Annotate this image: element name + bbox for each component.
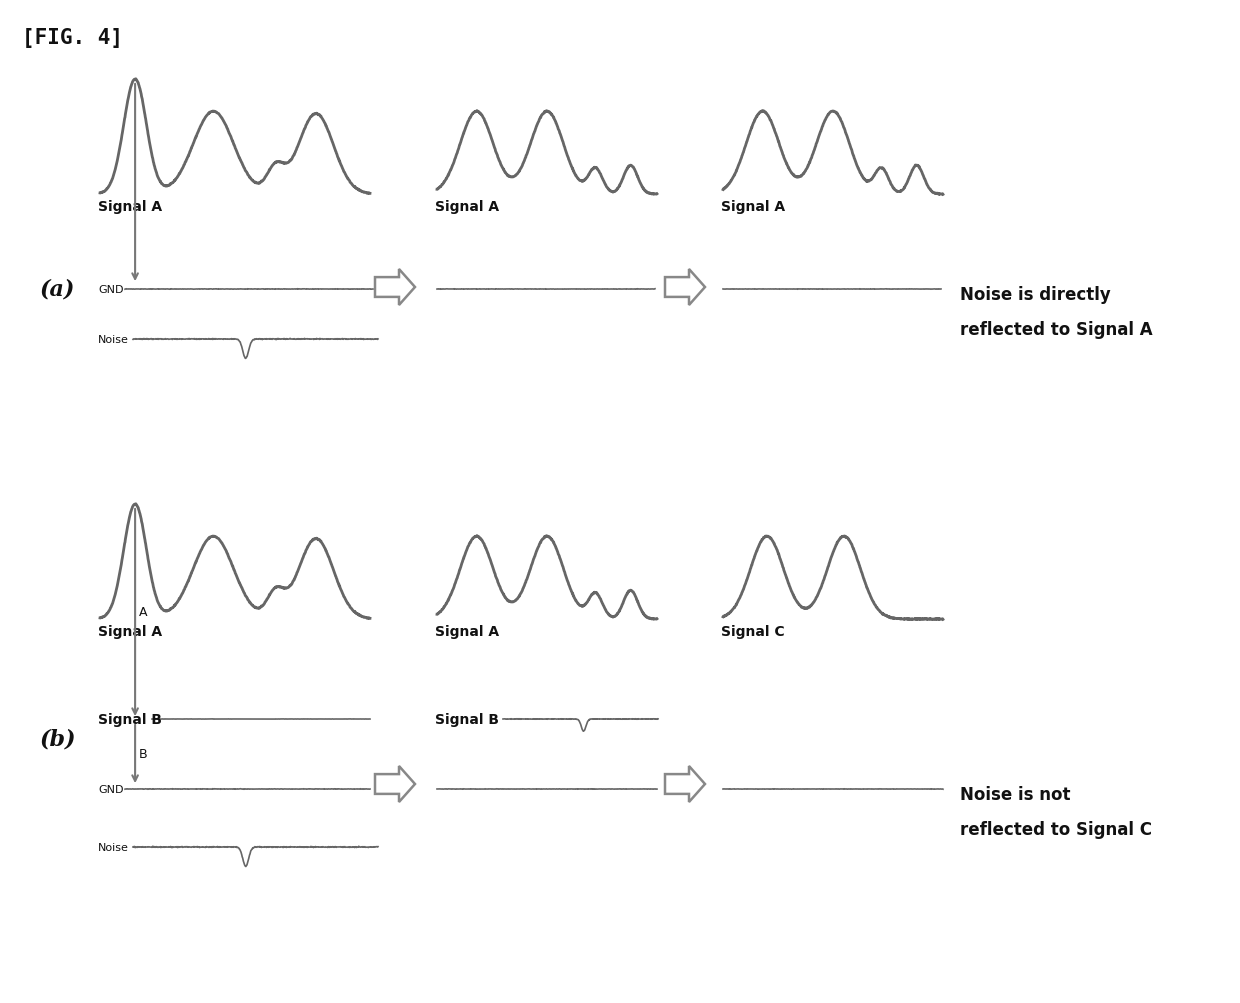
Text: GND: GND: [98, 285, 124, 295]
Text: Signal A: Signal A: [435, 625, 500, 638]
Text: reflected to Signal A: reflected to Signal A: [960, 321, 1153, 339]
Text: A: A: [139, 606, 148, 619]
Text: (a): (a): [40, 279, 76, 301]
Text: Signal A: Signal A: [720, 200, 785, 214]
Text: Signal B: Signal B: [435, 712, 498, 726]
Text: Signal A: Signal A: [98, 200, 162, 214]
Polygon shape: [665, 766, 706, 802]
Text: GND: GND: [98, 784, 124, 794]
Text: Noise is not: Noise is not: [960, 785, 1070, 803]
Text: Signal B: Signal B: [98, 712, 162, 726]
Text: Signal A: Signal A: [435, 200, 500, 214]
Polygon shape: [665, 270, 706, 306]
Text: [FIG. 4]: [FIG. 4]: [22, 28, 123, 48]
Text: Noise: Noise: [98, 335, 129, 345]
Text: Signal A: Signal A: [98, 625, 162, 638]
Text: Signal C: Signal C: [720, 625, 785, 638]
Text: (b): (b): [40, 728, 77, 750]
Polygon shape: [374, 766, 415, 802]
Polygon shape: [374, 270, 415, 306]
Text: Noise: Noise: [98, 843, 129, 853]
Text: Noise is directly: Noise is directly: [960, 286, 1111, 304]
Text: B: B: [139, 748, 148, 760]
Text: reflected to Signal C: reflected to Signal C: [960, 820, 1152, 839]
